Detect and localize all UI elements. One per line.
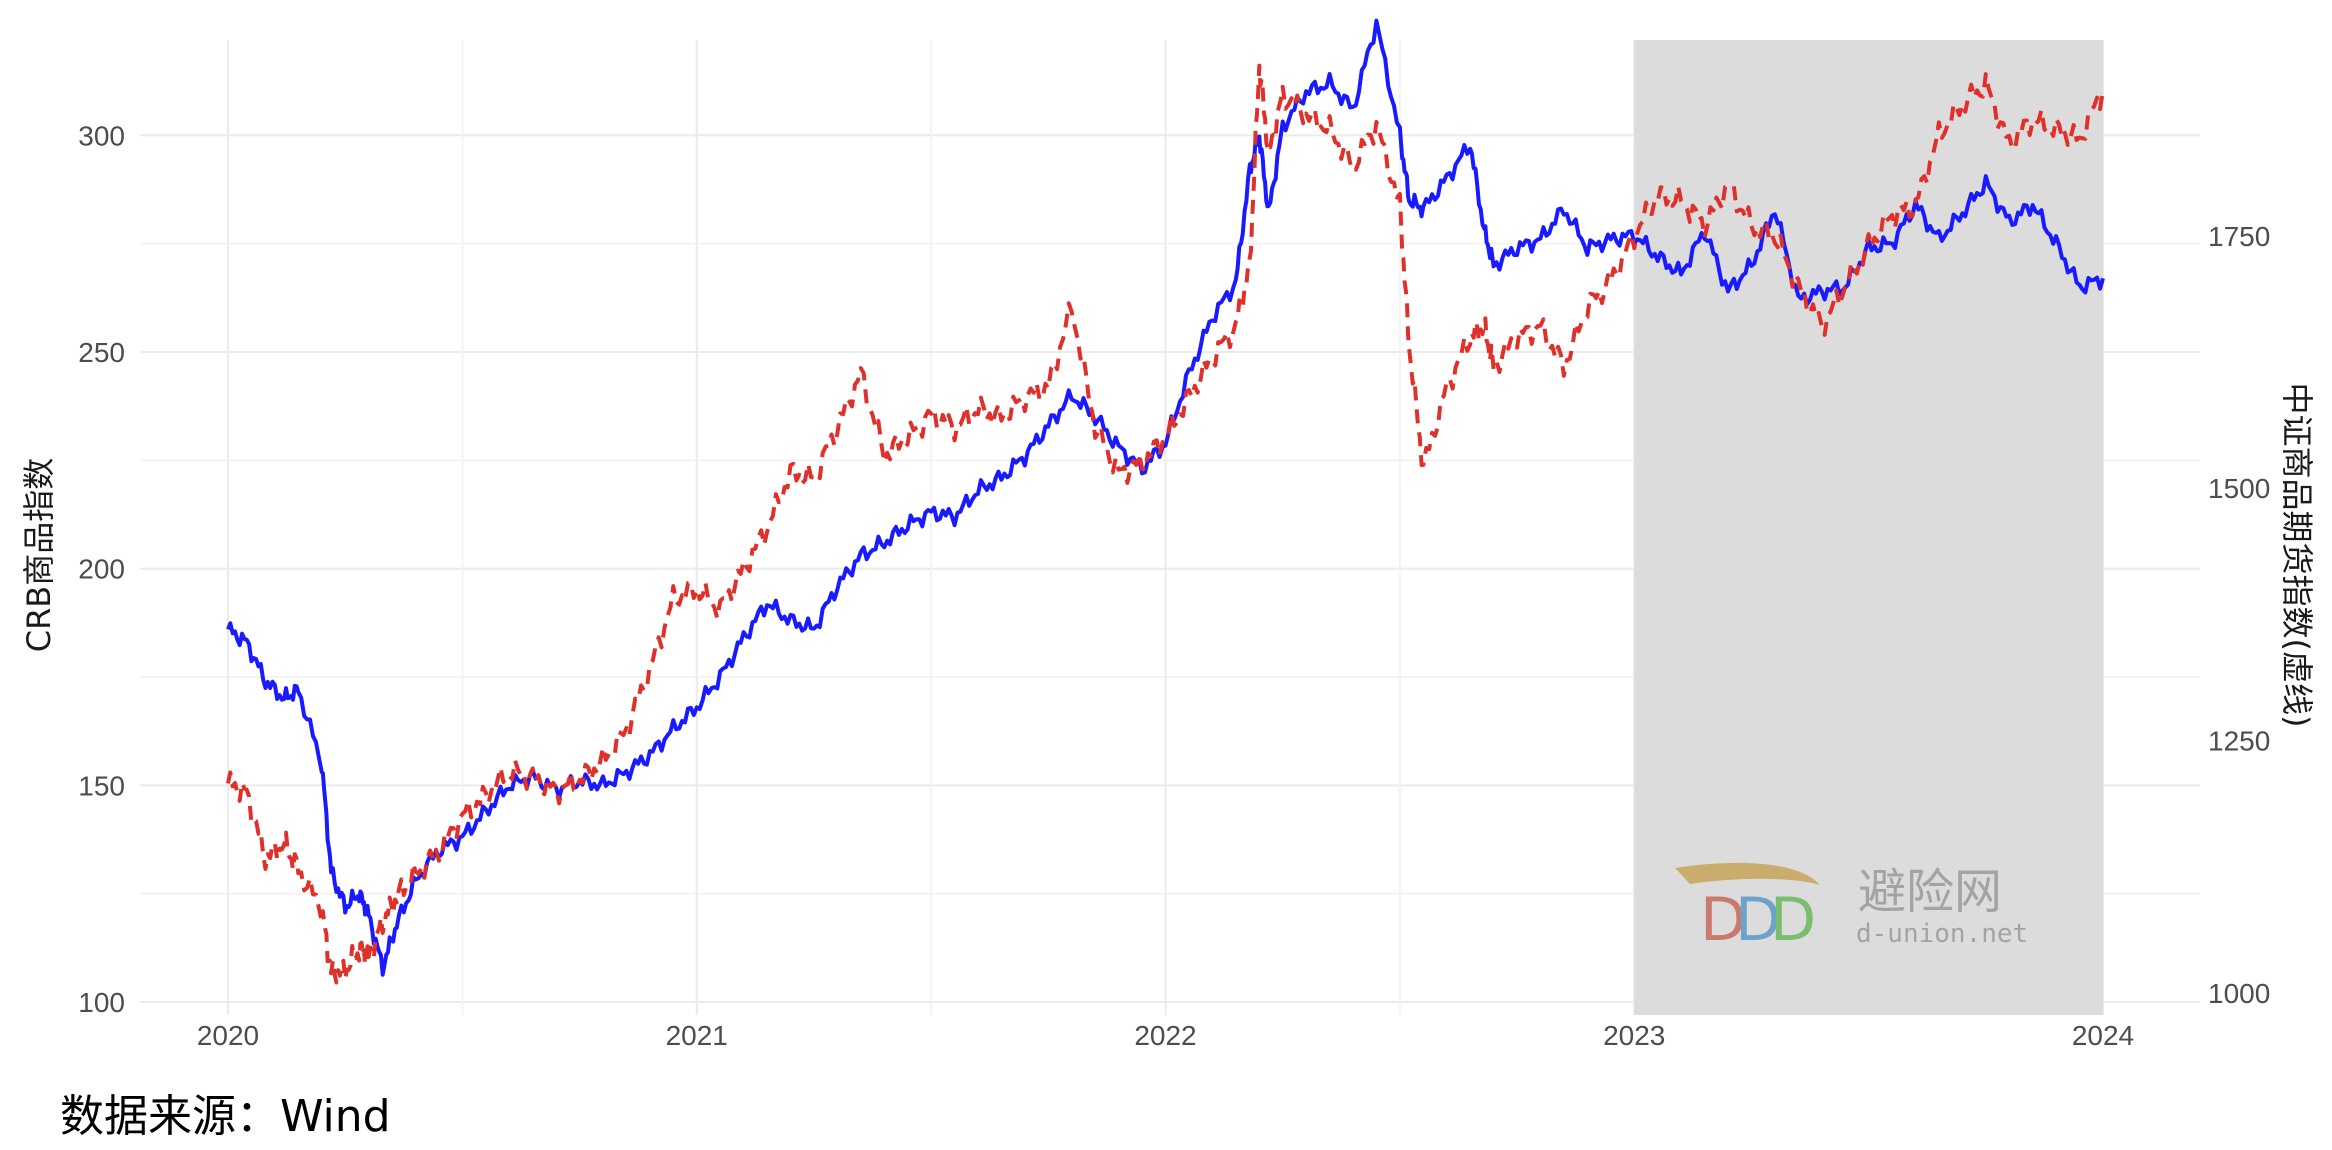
watermark-logo-icon: D D D	[1675, 862, 1820, 955]
right-axis-ticks: 1000 1250 1500 1750	[2208, 221, 2270, 1009]
x-tick-label: 2022	[1134, 1020, 1196, 1051]
x-tick-label: 2021	[666, 1020, 728, 1051]
right-tick-label: 1750	[2208, 221, 2270, 252]
watermark-name: 避险网	[1858, 864, 2002, 920]
watermark-domain: d-union.net	[1856, 919, 2028, 949]
source-note: 数据来源：Wind	[60, 1091, 391, 1142]
svg-text:D: D	[1770, 885, 1816, 955]
right-axis-title: 中证商品期货指数(虚线)	[2278, 383, 2316, 728]
left-tick-label: 200	[78, 554, 125, 585]
right-tick-label: 1250	[2208, 725, 2270, 756]
shaded-forecast-region	[1634, 40, 2103, 1015]
csi-series-line	[226, 63, 2105, 985]
svg-text:D: D	[1700, 885, 1746, 955]
x-axis-ticks: 2020 2021 2022 2023 2024	[197, 1020, 2134, 1051]
series-layer	[226, 18, 2105, 985]
left-tick-label: 300	[78, 120, 125, 151]
left-tick-label: 150	[78, 770, 125, 801]
left-axis-ticks: 100 150 200 250 300	[78, 120, 125, 1018]
left-axis-title: CRB商品指数	[20, 458, 58, 653]
right-tick-label: 1500	[2208, 473, 2270, 504]
svg-text:D: D	[1735, 885, 1781, 955]
watermark: D D D 避险网 d-union.net	[1675, 862, 2028, 955]
crb-series-line	[226, 18, 2105, 977]
x-tick-label: 2024	[2072, 1020, 2134, 1051]
x-tick-label: 2020	[197, 1020, 259, 1051]
x-tick-label: 2023	[1603, 1020, 1665, 1051]
right-tick-label: 1000	[2208, 978, 2270, 1009]
left-tick-label: 250	[78, 337, 125, 368]
left-tick-label: 100	[78, 987, 125, 1018]
